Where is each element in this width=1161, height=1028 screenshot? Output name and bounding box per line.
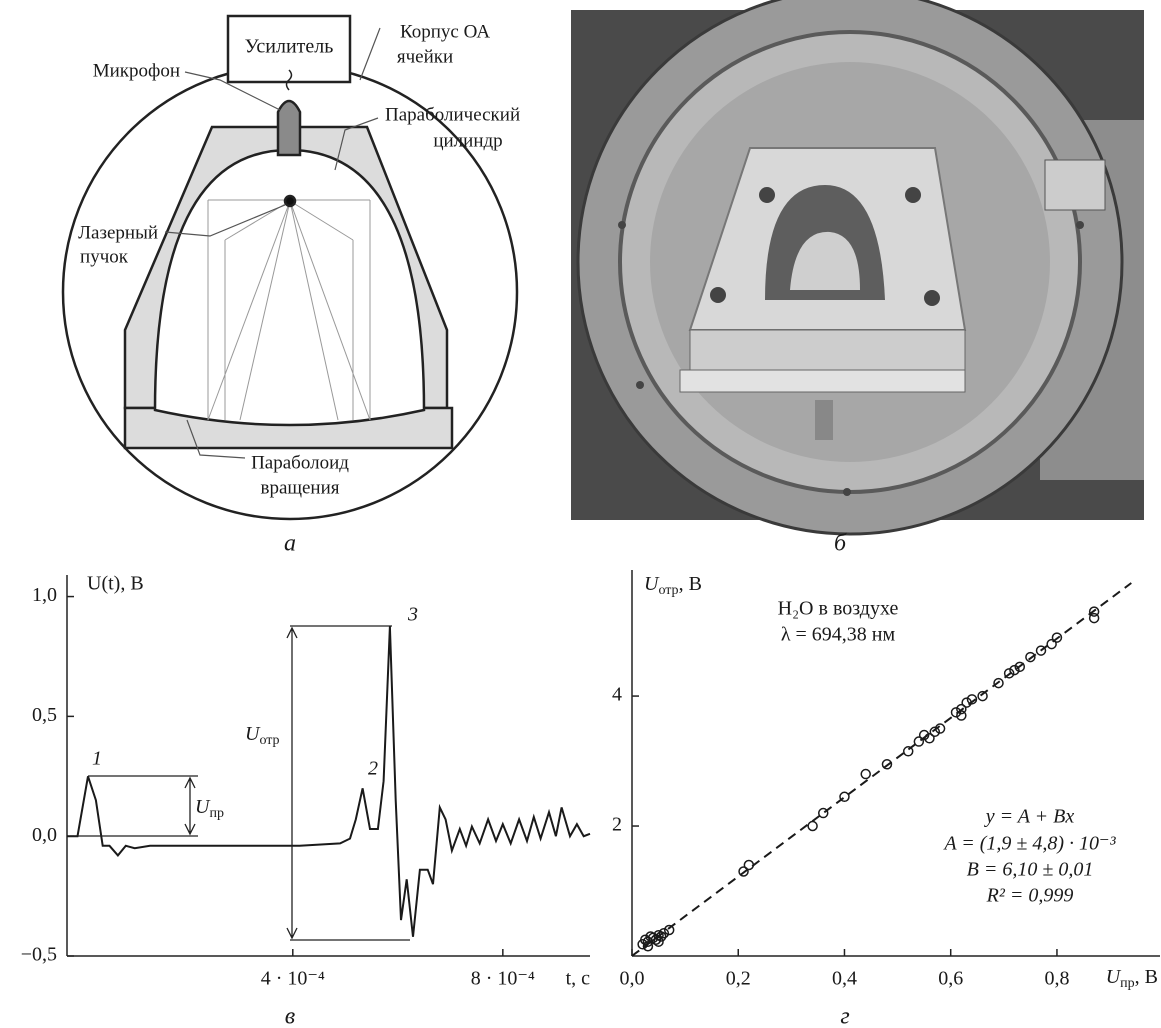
data-point — [1088, 606, 1100, 617]
cylinder-label: Параболический — [385, 104, 520, 125]
y-tick-label: 0,5 — [32, 704, 57, 726]
y-axis-label-part: , В — [679, 573, 702, 595]
paraboloid-label: Параболоид — [251, 452, 349, 473]
annotation: B = 6,10 ± 0,01 — [967, 859, 1094, 881]
measure-label-part: пр — [209, 806, 224, 821]
measure-label-part: U — [245, 723, 261, 745]
data-point — [658, 928, 670, 939]
measure-lines — [70, 625, 410, 941]
data-point — [1088, 612, 1100, 624]
x-axis-label-part: , В — [1135, 966, 1158, 988]
panel-caption: а — [284, 531, 296, 557]
data-point — [1051, 632, 1063, 643]
annotation: λ = 694,38 нм — [781, 624, 896, 646]
paraboloid-label: вращения — [260, 477, 339, 498]
y-axis-label: U(t), В — [87, 573, 144, 595]
measure-arrow — [286, 626, 298, 940]
annotation: H₂O в воздухе — [778, 598, 899, 620]
x-axis-label: Uпр, В — [1106, 966, 1158, 992]
x-tick-label: 0,6 — [938, 968, 963, 990]
measure-label: Uпр — [195, 796, 224, 822]
measure-label-part: отр — [259, 733, 279, 748]
measure-label-part: U — [195, 796, 211, 818]
x-tick-label: 0,8 — [1044, 968, 1069, 990]
data-point — [881, 759, 893, 770]
x-tick-label: 8 · 10⁻⁴ — [471, 968, 535, 990]
data-point — [1009, 664, 1020, 676]
data-point — [929, 726, 941, 738]
measure-label: Uотр — [245, 723, 280, 749]
data-point — [1014, 661, 1026, 673]
laser-label: пучок — [80, 246, 129, 267]
data-point — [950, 707, 962, 718]
data-point — [956, 703, 967, 715]
annotation: y = A + Bx — [984, 806, 1075, 828]
x-axis-label-part: пр — [1120, 976, 1135, 991]
measure-arrow — [184, 776, 196, 836]
data-point — [1025, 651, 1036, 663]
x-axis-label-part: U — [1106, 966, 1122, 988]
y-axis-label: Uотр, В — [644, 573, 702, 599]
amplifier-label: Усилитель — [245, 36, 334, 58]
data-point — [663, 924, 675, 936]
data-point — [860, 768, 871, 780]
data-point — [993, 677, 1004, 689]
data-point — [1035, 645, 1047, 656]
panel-caption: б — [834, 531, 847, 557]
data-point — [642, 941, 654, 952]
photo — [571, 0, 1144, 536]
data-line — [67, 626, 591, 937]
diagram — [61, 14, 519, 521]
cap: в — [285, 1004, 295, 1028]
data-point — [977, 690, 988, 702]
laser-spot — [283, 194, 297, 208]
cavity — [153, 148, 426, 427]
x-tick-label: 0,2 — [726, 968, 751, 990]
laser-label: Лазерный — [78, 222, 158, 243]
microphone-label: Микрофон — [93, 60, 180, 81]
y-tick-label: 2 — [612, 814, 622, 836]
peak-label: 1 — [92, 748, 102, 770]
annotation: R² = 0,999 — [986, 885, 1074, 907]
wire — [285, 69, 293, 91]
data-point — [807, 820, 818, 832]
peak-label: 2 — [368, 758, 378, 780]
x-tick-label: 0,0 — [620, 968, 645, 990]
data-point — [1046, 638, 1057, 650]
data-point — [913, 736, 925, 747]
x-tick-label: 4 · 10⁻⁴ — [261, 968, 325, 990]
housing-label: ячейки — [397, 46, 453, 67]
annotation: A = (1,9 ± 4,8) · 10⁻³ — [942, 833, 1116, 855]
data-point — [1003, 668, 1015, 679]
cap: г — [840, 1004, 849, 1028]
peak-label: 3 — [407, 604, 418, 626]
data-point — [817, 807, 829, 819]
cylinder-label: цилиндр — [433, 130, 502, 151]
x-axis-label: t, с — [566, 968, 591, 990]
data-point — [839, 791, 850, 803]
y-tick-label: −0,5 — [21, 944, 57, 966]
y-tick-label: 1,0 — [32, 584, 57, 606]
leaders — [164, 27, 381, 459]
data-point — [738, 866, 749, 877]
y-axis-label-part: отр — [658, 583, 678, 598]
housing-label: Корпус ОА — [400, 21, 490, 42]
microphone — [276, 99, 302, 157]
y-tick-label: 0,0 — [32, 824, 57, 846]
data-point — [966, 694, 978, 705]
y-tick-label: 4 — [612, 684, 622, 706]
y-axis-label-part: U — [644, 573, 660, 595]
data-point — [902, 746, 914, 757]
data-point — [918, 729, 930, 741]
x-tick-label: 0,4 — [832, 968, 857, 990]
